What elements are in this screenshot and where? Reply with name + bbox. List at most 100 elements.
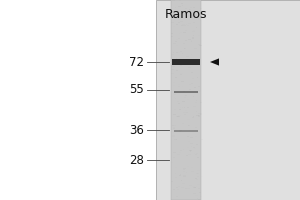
Bar	[171, 36, 173, 37]
Text: 36: 36	[129, 123, 144, 136]
Bar	[194, 62, 196, 63]
Bar	[179, 58, 181, 59]
Bar	[174, 97, 175, 98]
Bar	[173, 13, 175, 14]
Bar	[176, 39, 178, 40]
Bar	[171, 17, 174, 18]
Bar	[185, 8, 187, 9]
Bar	[171, 73, 174, 74]
Bar	[196, 144, 198, 145]
Bar	[180, 18, 182, 19]
Bar	[193, 193, 196, 194]
Bar	[182, 123, 184, 124]
Bar	[196, 27, 197, 28]
Bar	[173, 26, 175, 27]
Bar	[178, 131, 181, 132]
Bar	[182, 107, 183, 108]
Bar	[183, 171, 185, 172]
Bar	[180, 74, 182, 75]
Bar	[188, 15, 190, 16]
Bar	[173, 128, 175, 129]
Bar	[201, 176, 203, 177]
Bar	[183, 169, 184, 170]
Bar	[185, 188, 187, 189]
Bar	[177, 154, 180, 155]
Bar	[182, 183, 184, 184]
Bar	[178, 6, 181, 7]
Bar	[175, 98, 176, 99]
Bar	[199, 59, 200, 60]
Bar	[174, 130, 198, 132]
Bar	[195, 127, 197, 128]
Bar	[200, 20, 202, 21]
Bar	[180, 73, 183, 74]
Bar	[179, 109, 181, 110]
Bar	[198, 86, 200, 87]
Bar	[183, 176, 186, 177]
Bar	[194, 148, 196, 149]
Bar	[193, 147, 196, 148]
Bar	[177, 116, 180, 117]
Bar	[188, 166, 189, 167]
Bar	[193, 22, 195, 23]
Bar	[189, 9, 190, 10]
Bar	[184, 95, 186, 96]
Bar	[179, 175, 181, 176]
Bar	[194, 14, 196, 15]
Bar	[182, 5, 183, 6]
Bar	[176, 116, 178, 117]
Text: 55: 55	[129, 83, 144, 96]
Bar	[176, 45, 178, 46]
Bar	[188, 154, 190, 155]
Bar	[191, 171, 194, 172]
Bar	[174, 125, 176, 126]
Bar	[175, 7, 176, 8]
Bar	[200, 139, 203, 140]
Bar	[183, 175, 186, 176]
Bar	[188, 23, 190, 24]
Bar	[186, 155, 188, 156]
Bar	[183, 32, 186, 33]
Bar	[181, 81, 184, 82]
Bar	[172, 125, 174, 126]
Bar	[182, 86, 183, 87]
Bar	[177, 101, 179, 102]
Bar	[193, 7, 195, 8]
Bar	[182, 53, 183, 54]
Bar	[180, 107, 182, 108]
Bar	[156, 0, 300, 200]
Bar	[171, 69, 174, 70]
Bar	[188, 67, 190, 68]
Bar	[199, 192, 201, 193]
Bar	[180, 32, 182, 33]
Bar	[198, 115, 200, 117]
Bar	[185, 40, 187, 41]
Bar	[197, 176, 199, 177]
Bar	[200, 102, 202, 103]
Bar	[181, 180, 182, 181]
Bar	[192, 117, 194, 118]
Bar	[183, 25, 186, 26]
Bar	[190, 54, 192, 55]
Bar	[181, 3, 183, 4]
Bar	[197, 113, 200, 114]
Bar	[183, 168, 186, 169]
Bar	[191, 40, 192, 41]
Bar	[185, 95, 187, 96]
Bar	[190, 137, 193, 138]
Bar	[200, 196, 202, 197]
Bar	[196, 111, 197, 112]
Bar	[197, 184, 200, 185]
Bar	[195, 102, 197, 103]
Bar	[194, 48, 197, 49]
Bar	[171, 54, 174, 55]
Bar	[179, 152, 181, 153]
Bar	[176, 24, 178, 25]
Bar	[172, 8, 173, 9]
Bar	[199, 45, 202, 46]
Bar	[190, 167, 193, 168]
Bar	[188, 125, 189, 126]
Bar	[199, 90, 201, 92]
Bar	[197, 170, 200, 171]
Bar	[174, 139, 176, 140]
